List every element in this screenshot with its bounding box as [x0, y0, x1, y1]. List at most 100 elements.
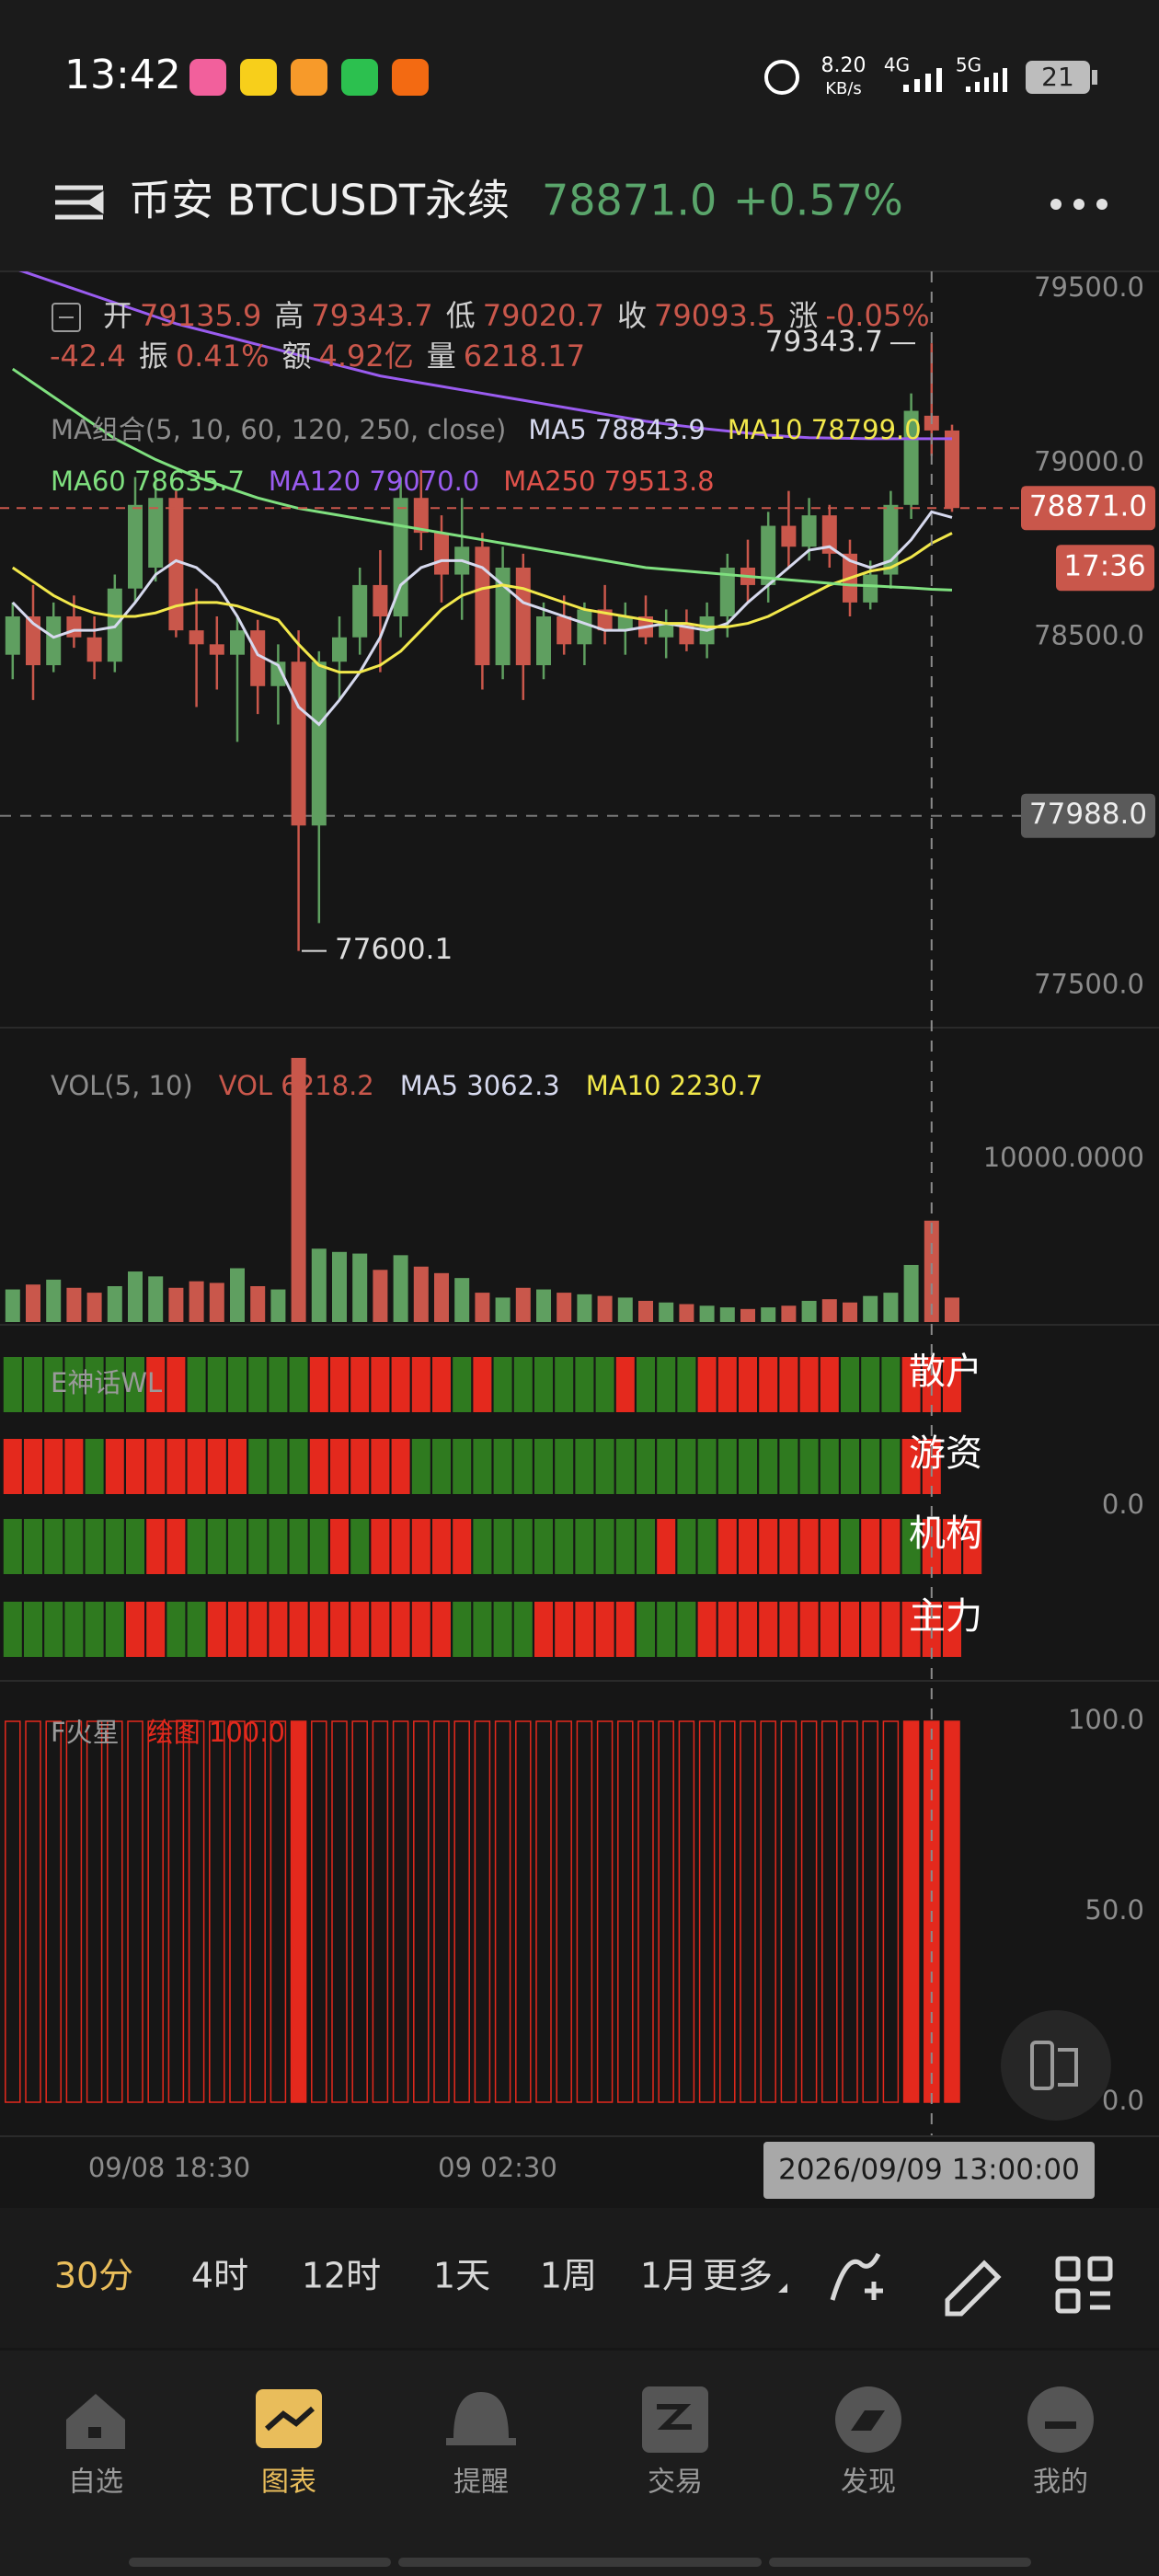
- candle-body: [945, 430, 959, 509]
- signal-cell: [615, 1519, 635, 1574]
- signal-cell: [820, 1602, 839, 1657]
- panes: 79500.0 79000.0 78500.0 77500.0 78871.0 17:36…: [0, 271, 1159, 2136]
- value: 0.41%: [176, 339, 270, 374]
- ma-line: [11, 367, 953, 592]
- volume-bar: [557, 1293, 572, 1322]
- menu-icon[interactable]: [55, 185, 104, 220]
- signal-cell: [555, 1357, 574, 1412]
- signal-cell: [85, 1357, 104, 1412]
- layout-button[interactable]: [1001, 2010, 1111, 2121]
- collapse-box[interactable]: [52, 303, 81, 332]
- signal-cell: [269, 1602, 288, 1657]
- fire-bar: [617, 1720, 634, 2103]
- candle-body: [373, 584, 388, 617]
- signal-cell: [289, 1602, 308, 1657]
- value: 79343.7: [311, 298, 432, 333]
- fire-bar: [167, 1720, 185, 2103]
- nav-item[interactable]: 我的: [1033, 2467, 1088, 2499]
- signal-cell: [473, 1602, 492, 1657]
- signal-cell: [228, 1602, 247, 1657]
- candle-body: [250, 630, 266, 686]
- fire-bar: [821, 1720, 838, 2103]
- signal-cell: [534, 1519, 553, 1574]
- signal-cell: [657, 1439, 676, 1494]
- signal-cell: [657, 1357, 676, 1412]
- candle-body: [413, 498, 429, 534]
- signal-cell: [841, 1602, 859, 1657]
- period-tab[interactable]: 1周: [540, 2256, 597, 2296]
- signal-cell: [187, 1602, 206, 1657]
- signal-axis-label: 0.0: [1102, 1489, 1144, 1520]
- fire-bar: [515, 1720, 532, 2103]
- signal-cell: [901, 1439, 921, 1494]
- candle-body: [515, 567, 531, 666]
- candle-body: [557, 616, 572, 645]
- period-tab[interactable]: 1天: [433, 2256, 490, 2296]
- signal-cell: [943, 1357, 961, 1412]
- period-tab[interactable]: 12时: [302, 2256, 381, 2296]
- volume-bar: [883, 1293, 899, 1322]
- signal-cell: [85, 1519, 104, 1574]
- candle-body: [332, 637, 347, 662]
- net-unit: KB/s: [825, 79, 862, 98]
- ma-legend: MA组合(5, 10, 60, 120, 250, close) MA5 7884…: [51, 414, 922, 445]
- candle-body: [801, 515, 817, 547]
- signal-cell: [595, 1602, 614, 1657]
- more-menu[interactable]: [1050, 199, 1107, 210]
- volume-bar: [86, 1293, 102, 1322]
- signal-cell: [637, 1439, 655, 1494]
- signal-cell: [637, 1602, 655, 1657]
- volume-bar: [5, 1289, 20, 1322]
- signal-cell: [248, 1357, 268, 1412]
- period-tab[interactable]: 1月: [640, 2256, 697, 2296]
- signal-cell: [493, 1439, 512, 1494]
- nav-item[interactable]: 交易: [648, 2467, 703, 2499]
- nav-item[interactable]: 图表: [261, 2467, 316, 2499]
- y-tick-label: 78500.0: [1034, 620, 1144, 651]
- more-tab[interactable]: 更多: [703, 2256, 773, 2296]
- signal-cell: [228, 1439, 247, 1494]
- signal-cell: [411, 1519, 430, 1574]
- fire-bar: [494, 1720, 511, 2103]
- nav-item[interactable]: 自选: [68, 2467, 123, 2499]
- sim1: 4G: [884, 54, 910, 76]
- volume-bar: [230, 1268, 245, 1322]
- signal-cell: [881, 1602, 901, 1657]
- fire-bar: [311, 1720, 327, 2103]
- signal-cell: [820, 1439, 839, 1494]
- candle-body: [311, 661, 327, 826]
- candle-body: [168, 498, 184, 631]
- fire-bar: [780, 1720, 798, 2103]
- fire-bar: [290, 1720, 307, 2103]
- candle-body: [46, 616, 62, 666]
- app-icons: [189, 59, 1097, 96]
- fire-bar: [413, 1720, 430, 2103]
- signal-cell: [717, 1357, 737, 1412]
- signal-cell: [330, 1439, 349, 1494]
- period-tab[interactable]: 4时: [191, 2256, 248, 2296]
- volume-bar: [515, 1287, 531, 1322]
- signal-cell: [575, 1519, 594, 1574]
- signal-cell: [677, 1602, 696, 1657]
- nav-item[interactable]: 发现: [841, 2467, 896, 2499]
- signal-cell: [105, 1439, 124, 1494]
- ma5-legend: MA5 78843.9: [528, 414, 705, 445]
- signal-cell: [350, 1602, 370, 1657]
- signal-cell: [126, 1357, 144, 1412]
- stats-line: -42.4 振 0.41% 额 4.92亿量 6218.17: [50, 339, 585, 374]
- label: 开: [103, 298, 132, 333]
- nav-item[interactable]: 提醒: [453, 2467, 509, 2499]
- period-tab[interactable]: 30分: [54, 2256, 133, 2296]
- fire-bar: [944, 1720, 960, 2103]
- candle-body: [903, 410, 919, 505]
- volume-bar: [903, 1264, 919, 1322]
- signal-cell: [513, 1602, 533, 1657]
- tool-icons[interactable]: [830, 2252, 1113, 2317]
- candle-body: [291, 661, 306, 826]
- low-annotation: 77600.1: [335, 933, 453, 966]
- more-arrow: [778, 2283, 787, 2293]
- signal-cell: [207, 1439, 226, 1494]
